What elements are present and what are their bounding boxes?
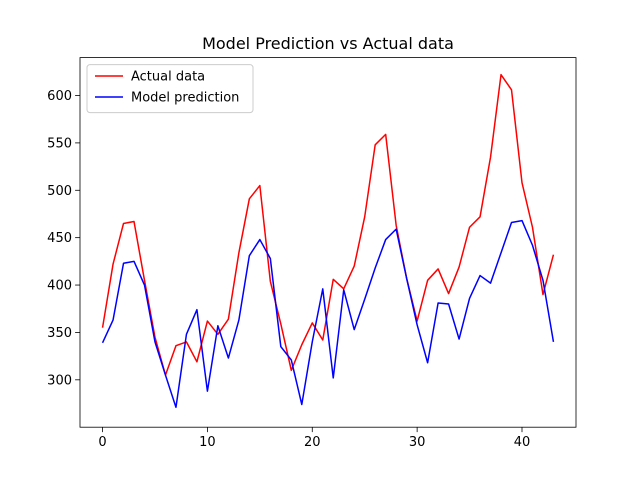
y-tick-label: 550 — [47, 136, 72, 151]
x-tick-label: 30 — [409, 435, 426, 450]
y-tick-label: 500 — [47, 184, 72, 199]
legend-box — [86, 64, 254, 114]
x-tick-label: 20 — [304, 435, 321, 450]
x-tick-label: 10 — [199, 435, 216, 450]
y-tick-label: 450 — [47, 231, 72, 246]
y-axis: 300 350 400 450 500 550 600 — [47, 89, 80, 388]
x-tick-label: 40 — [514, 435, 531, 450]
chart-title: Model Prediction vs Actual data — [202, 34, 454, 53]
y-tick-label: 600 — [47, 89, 72, 104]
legend-label-prediction: Model prediction — [131, 91, 239, 106]
y-tick-label: 400 — [47, 279, 72, 294]
series-line-prediction — [101, 219, 555, 409]
legend-label-actual: Actual data — [131, 70, 205, 85]
x-tick-label: 0 — [98, 435, 106, 450]
legend: Actual data Model prediction — [86, 64, 254, 114]
y-tick-label: 300 — [47, 373, 72, 388]
series-layer — [101, 73, 555, 409]
x-axis: 0 10 20 30 40 — [98, 427, 530, 450]
y-tick-label: 350 — [47, 326, 72, 341]
series-line-actual — [101, 73, 555, 376]
